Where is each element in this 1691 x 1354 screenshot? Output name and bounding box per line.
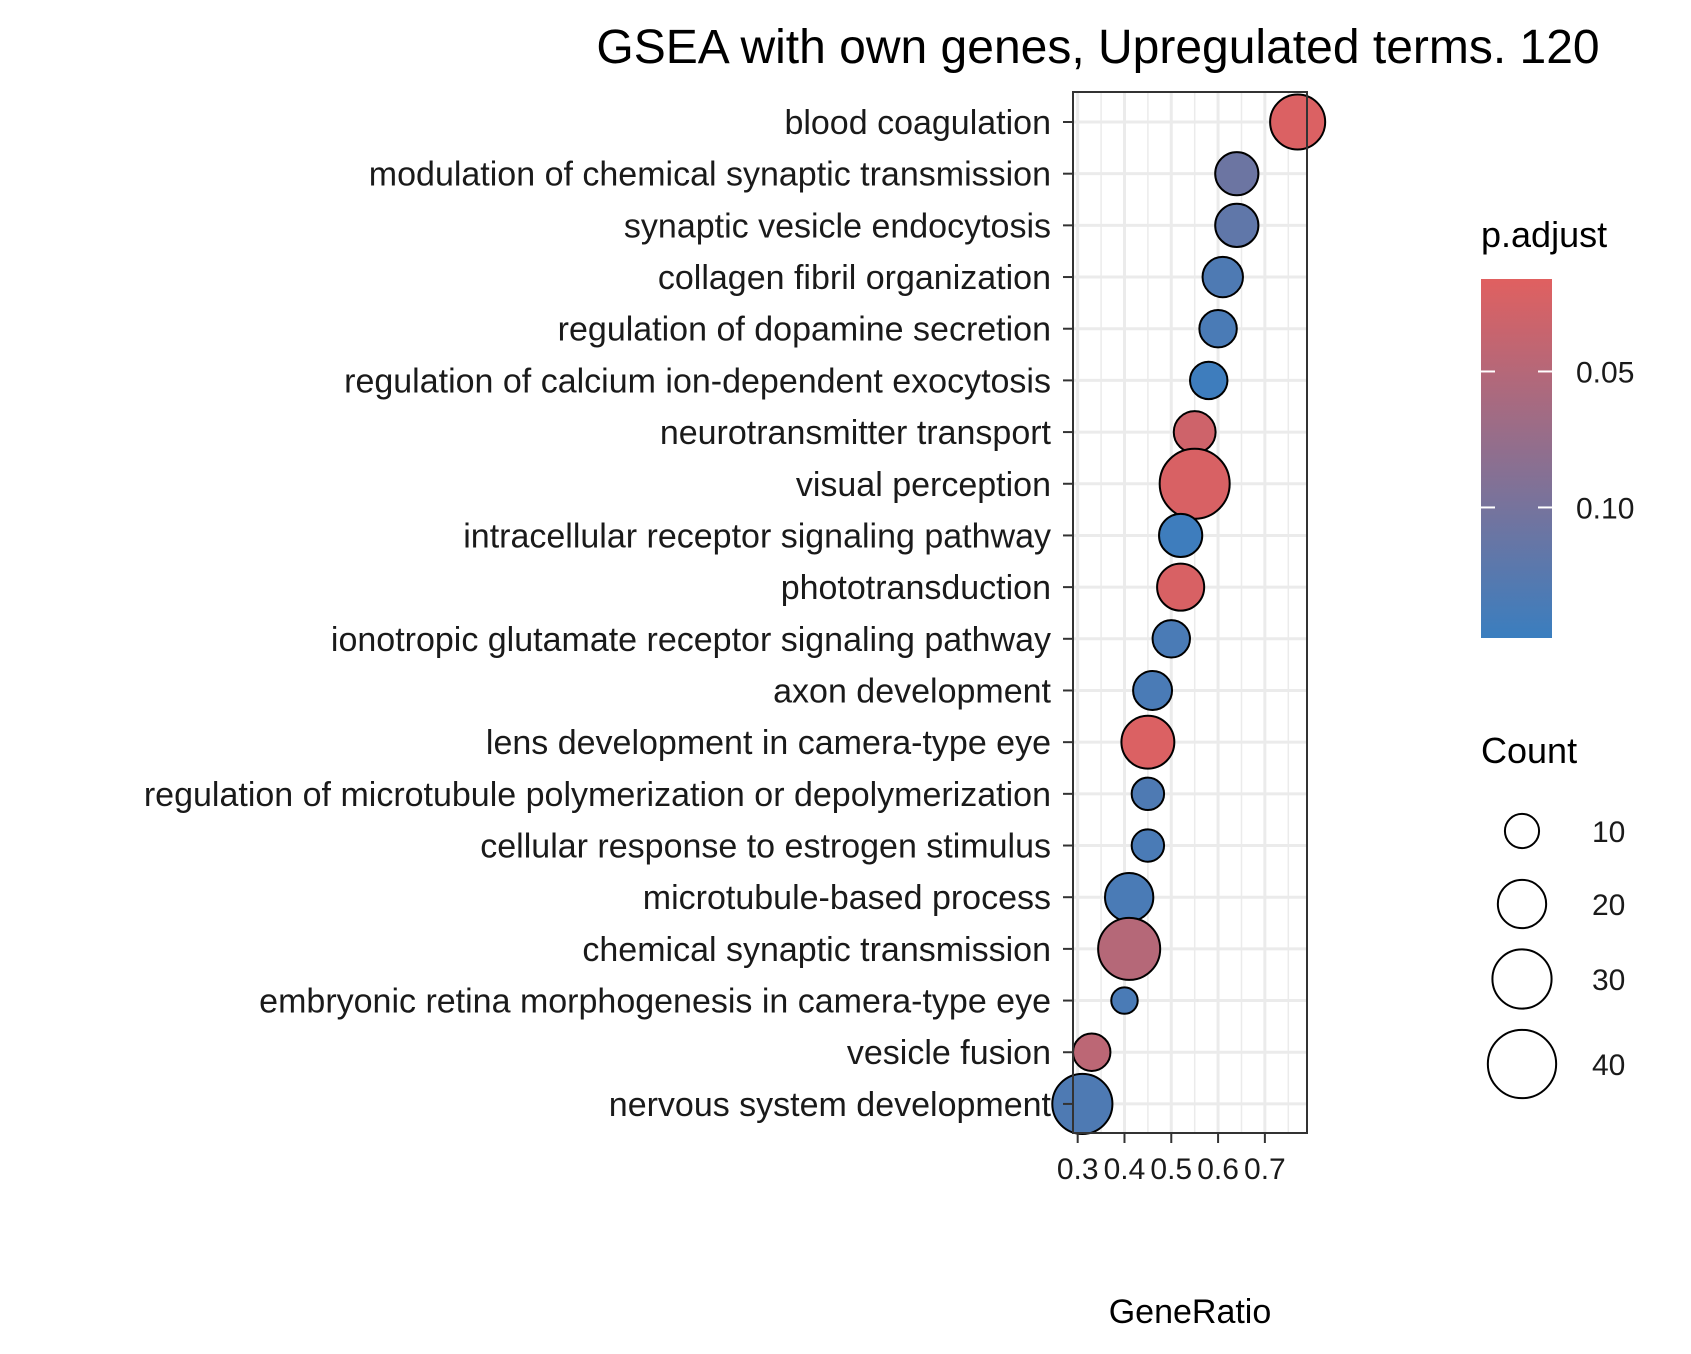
- y-tick-label: vesicle fusion: [847, 1034, 1051, 1072]
- data-point: [1189, 360, 1229, 401]
- data-point: [1151, 619, 1191, 659]
- y-tick-label: lens development in camera-type eye: [486, 724, 1051, 762]
- y-tick-label: phototransduction: [781, 569, 1051, 607]
- y-tick-label: modulation of chemical synaptic transmis…: [369, 156, 1051, 194]
- color-bar: [1481, 279, 1552, 638]
- y-tick-label: synaptic vesicle endocytosis: [624, 207, 1051, 245]
- data-point: [1201, 255, 1244, 299]
- y-tick-label: ionotropic glutamate receptor signaling …: [331, 621, 1051, 659]
- size-legend-label: 10: [1592, 816, 1625, 849]
- x-tick-label: 0.5: [1150, 1153, 1192, 1186]
- data-point: [1172, 410, 1217, 454]
- data-point: [1120, 714, 1176, 770]
- y-tick-label: visual perception: [796, 466, 1051, 504]
- y-tick-label: regulation of microtubule polymerization…: [144, 776, 1051, 814]
- y-tick-label: axon development: [773, 672, 1051, 710]
- y-axis: blood coagulation modulation of chemical …: [144, 104, 1073, 1124]
- data-point: [1156, 562, 1206, 612]
- y-tick-label: nervous system development: [609, 1086, 1052, 1124]
- size-legend-keys: 10 20 30 40: [1486, 812, 1625, 1100]
- size-legend-key: [1496, 878, 1548, 930]
- size-legend-key: [1486, 1028, 1558, 1100]
- y-tick-label: regulation of calcium ion-dependent exoc…: [344, 362, 1051, 400]
- plot-panel: [1051, 91, 1327, 1135]
- size-legend: Count 10 20 30 40: [1481, 730, 1625, 1100]
- data-point: [1158, 447, 1231, 520]
- x-axis-title: GeneRatio: [1109, 1293, 1272, 1331]
- color-legend: p.adjust 0.05 0.10: [1481, 214, 1634, 638]
- x-tick-label: 0.7: [1244, 1153, 1286, 1186]
- panel-border: [1072, 91, 1308, 1134]
- x-tick-label: 0.6: [1197, 1153, 1239, 1186]
- data-point: [1072, 1032, 1112, 1072]
- size-legend-key: [1491, 948, 1553, 1010]
- data-point: [1214, 202, 1260, 248]
- data-point: [1214, 151, 1260, 197]
- data-points: [1051, 93, 1327, 1135]
- data-point: [1110, 986, 1139, 1015]
- y-tick-label: microtubule-based process: [643, 879, 1051, 917]
- data-point: [1130, 828, 1166, 863]
- x-axis: 0.3 0.4 0.5 0.6 0.7: [1057, 1133, 1286, 1186]
- y-tick-label: regulation of dopamine secretion: [558, 311, 1051, 349]
- y-tick-label: collagen fibril organization: [658, 259, 1051, 297]
- size-legend-label: 30: [1592, 964, 1625, 997]
- size-legend-title: Count: [1481, 730, 1577, 771]
- chart-title: GSEA with own genes, Upregulated terms. …: [596, 21, 1599, 74]
- y-tick-label: cellular response to estrogen stimulus: [480, 828, 1051, 866]
- color-bar-ticks: 0.05 0.10: [1481, 356, 1634, 525]
- data-point: [1051, 1072, 1114, 1135]
- y-tick-label: embryonic retina morphogenesis in camera…: [259, 983, 1051, 1021]
- color-bar-label: 0.05: [1576, 356, 1634, 389]
- y-tick-label: neurotransmitter transport: [660, 414, 1052, 452]
- data-point: [1132, 670, 1174, 711]
- data-point: [1104, 872, 1155, 923]
- data-point: [1198, 309, 1238, 349]
- size-legend-label: 20: [1592, 889, 1625, 922]
- y-tick-label: chemical synaptic transmission: [582, 931, 1051, 969]
- data-point: [1269, 93, 1327, 151]
- y-tick-label: intracellular receptor signaling pathway: [463, 517, 1051, 555]
- panel-background: [1073, 92, 1307, 1133]
- x-tick-label: 0.4: [1104, 1153, 1146, 1186]
- y-tick-label: blood coagulation: [784, 104, 1051, 142]
- size-legend-label: 40: [1592, 1049, 1625, 1082]
- data-point: [1158, 512, 1204, 559]
- color-legend-title: p.adjust: [1481, 214, 1607, 255]
- size-legend-key: [1503, 812, 1541, 850]
- data-point: [1130, 776, 1166, 812]
- data-point: [1097, 916, 1162, 981]
- x-tick-label: 0.3: [1057, 1153, 1099, 1186]
- color-bar-label: 0.10: [1576, 492, 1634, 525]
